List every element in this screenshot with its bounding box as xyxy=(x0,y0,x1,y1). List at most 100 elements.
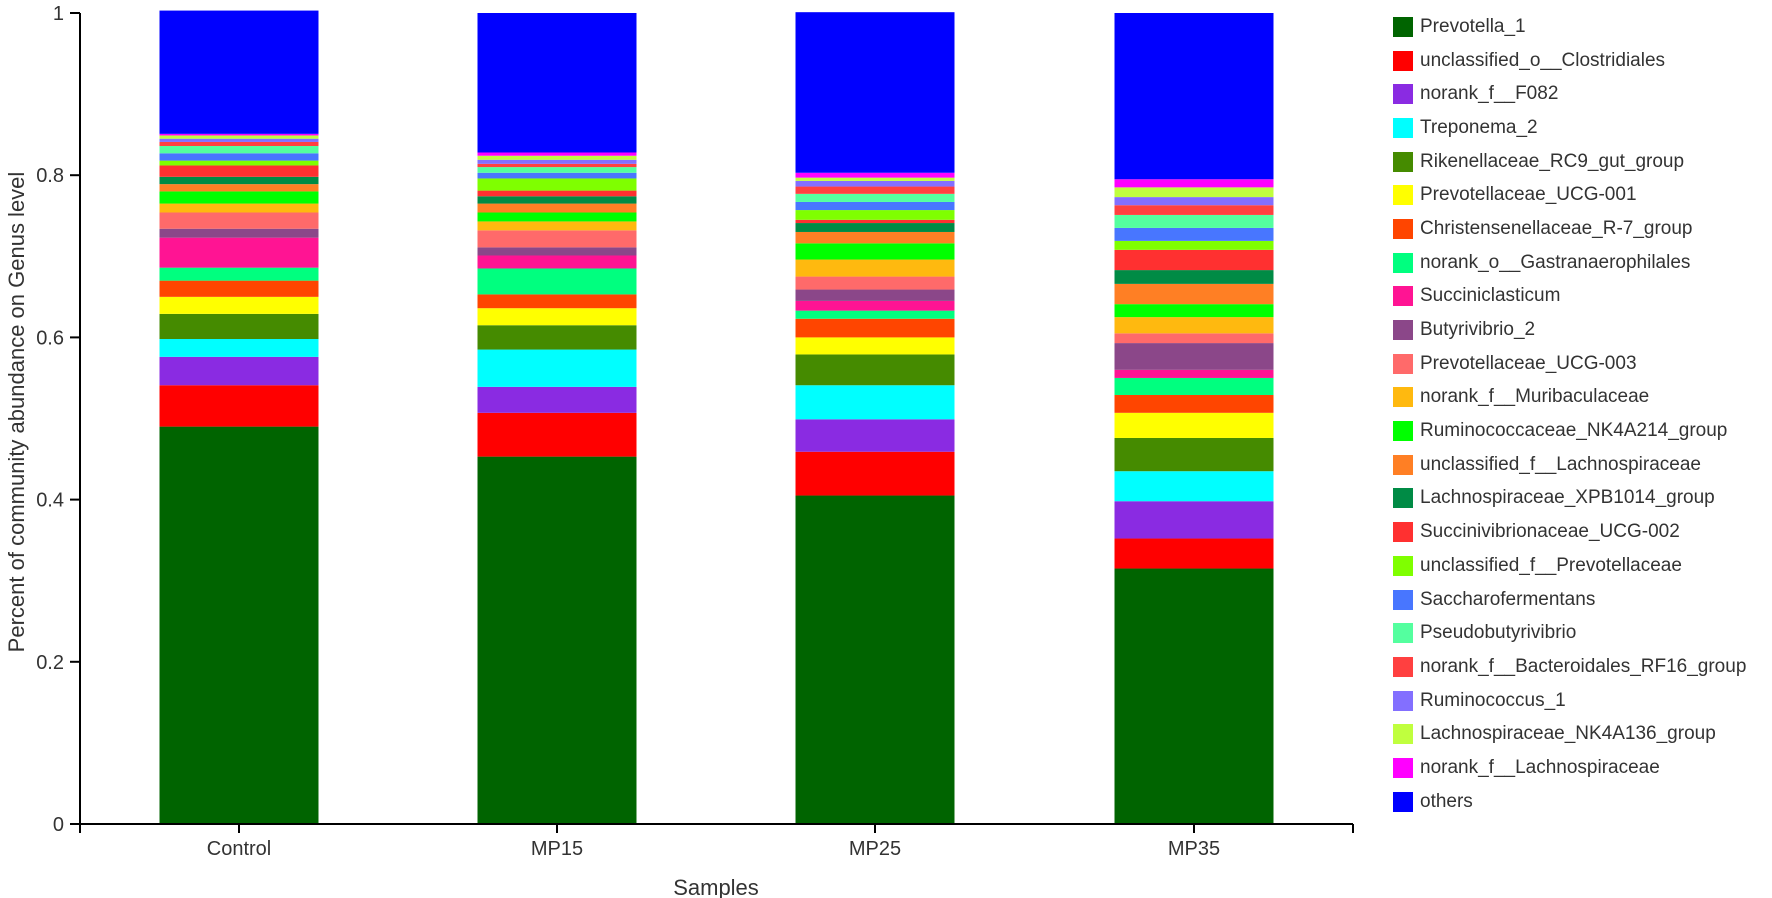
legend-item[interactable]: Butyrivibrio_2 xyxy=(1393,313,1746,347)
bar-segment[interactable] xyxy=(159,141,319,146)
bar-segment[interactable] xyxy=(477,13,637,153)
bar-segment[interactable] xyxy=(159,146,319,154)
bar-segment[interactable] xyxy=(477,294,637,309)
bar-segment[interactable] xyxy=(159,138,319,142)
bar-segment[interactable] xyxy=(1114,471,1274,502)
legend-item[interactable]: Succinivibrionaceae_UCG-002 xyxy=(1393,515,1746,549)
legend-item[interactable]: norank_f__Bacteroidales_RF16_group xyxy=(1393,650,1746,684)
legend-item[interactable]: norank_o__Gastranaerophilales xyxy=(1393,246,1746,280)
bar-segment[interactable] xyxy=(159,176,319,185)
bar-segment[interactable] xyxy=(477,167,637,173)
legend-item[interactable]: Ruminococcaceae_NK4A214_group xyxy=(1393,414,1746,448)
bar-segment[interactable] xyxy=(159,426,319,824)
bar-segment[interactable] xyxy=(795,259,955,277)
bar-segment[interactable] xyxy=(1114,317,1274,334)
bar-segment[interactable] xyxy=(1114,187,1274,198)
bar-segment[interactable] xyxy=(1114,568,1274,824)
bar-segment[interactable] xyxy=(1114,283,1274,305)
bar-segment[interactable] xyxy=(477,178,637,191)
bar-segment[interactable] xyxy=(1114,333,1274,344)
bar-segment[interactable] xyxy=(159,184,319,192)
legend-item[interactable]: unclassified_o__Clostridiales xyxy=(1393,44,1746,78)
legend-item[interactable]: unclassified_f__Lachnospiraceae xyxy=(1393,448,1746,482)
legend-item[interactable]: Pseudobutyrivibrio xyxy=(1393,616,1746,650)
bar-segment[interactable] xyxy=(159,135,319,139)
bar-segment[interactable] xyxy=(795,354,955,386)
legend-item[interactable]: Lachnospiraceae_NK4A136_group xyxy=(1393,717,1746,751)
bar-segment[interactable] xyxy=(159,313,319,340)
legend-item[interactable]: Saccharofermentans xyxy=(1393,583,1746,617)
bar-segment[interactable] xyxy=(159,339,319,357)
bar-segment[interactable] xyxy=(477,456,637,824)
bar-segment[interactable] xyxy=(795,289,955,301)
bar-segment[interactable] xyxy=(1114,538,1274,569)
bar-segment[interactable] xyxy=(477,247,637,256)
bar-segment[interactable] xyxy=(477,196,637,204)
bar-segment[interactable] xyxy=(795,300,955,311)
bar-segment[interactable] xyxy=(795,180,955,187)
bar-segment[interactable] xyxy=(1114,240,1274,250)
bar-segment[interactable] xyxy=(477,230,637,248)
bar-segment[interactable] xyxy=(795,219,955,224)
bar-segment[interactable] xyxy=(795,451,955,496)
bar-segment[interactable] xyxy=(795,177,955,181)
bar-segment[interactable] xyxy=(477,212,637,222)
bar-segment[interactable] xyxy=(1114,304,1274,318)
bar-segment[interactable] xyxy=(1114,179,1274,188)
bar-segment[interactable] xyxy=(477,203,637,213)
bar-segment[interactable] xyxy=(795,172,955,178)
bar-segment[interactable] xyxy=(795,495,955,824)
bar-segment[interactable] xyxy=(1114,205,1274,215)
legend-item[interactable]: Lachnospiraceae_XPB1014_group xyxy=(1393,482,1746,516)
bar-mp15[interactable] xyxy=(477,13,637,824)
bar-segment[interactable] xyxy=(1114,369,1274,378)
bar-segment[interactable] xyxy=(795,276,955,290)
legend-item[interactable]: Succiniclasticum xyxy=(1393,280,1746,314)
bar-segment[interactable] xyxy=(795,223,955,232)
bar-control[interactable] xyxy=(159,10,319,824)
bar-segment[interactable] xyxy=(795,310,955,319)
bar-segment[interactable] xyxy=(159,228,319,238)
bar-segment[interactable] xyxy=(159,133,319,136)
bar-segment[interactable] xyxy=(795,12,955,173)
bar-segment[interactable] xyxy=(795,318,955,338)
bar-segment[interactable] xyxy=(1114,394,1274,413)
bar-segment[interactable] xyxy=(1114,343,1274,370)
bar-segment[interactable] xyxy=(795,193,955,202)
bar-segment[interactable] xyxy=(159,203,319,213)
bar-segment[interactable] xyxy=(477,308,637,326)
bar-segment[interactable] xyxy=(159,160,319,166)
bar-segment[interactable] xyxy=(477,163,637,168)
bar-segment[interactable] xyxy=(159,237,319,268)
legend-item[interactable]: others xyxy=(1393,785,1746,819)
bar-segment[interactable] xyxy=(1114,249,1274,271)
legend-item[interactable]: unclassified_f__Prevotellaceae xyxy=(1393,549,1746,583)
bar-segment[interactable] xyxy=(477,386,637,413)
bar-segment[interactable] xyxy=(1114,437,1274,472)
bar-segment[interactable] xyxy=(1114,227,1274,241)
bar-segment[interactable] xyxy=(159,165,319,177)
bar-segment[interactable] xyxy=(795,243,955,260)
bar-segment[interactable] xyxy=(1114,197,1274,206)
legend-item[interactable]: Rikenellaceae_RC9_gut_group xyxy=(1393,145,1746,179)
legend-item[interactable]: norank_f__Lachnospiraceae xyxy=(1393,751,1746,785)
bar-segment[interactable] xyxy=(1114,13,1274,180)
legend-item[interactable]: Treponema_2 xyxy=(1393,111,1746,145)
bar-segment[interactable] xyxy=(159,356,319,386)
bar-segment[interactable] xyxy=(477,155,637,160)
legend-item[interactable]: Prevotellaceae_UCG-003 xyxy=(1393,347,1746,381)
bar-segment[interactable] xyxy=(159,267,319,281)
bar-segment[interactable] xyxy=(477,221,637,231)
bar-segment[interactable] xyxy=(477,268,637,295)
bar-segment[interactable] xyxy=(1114,270,1274,284)
bar-segment[interactable] xyxy=(795,210,955,220)
legend-item[interactable]: Prevotella_1 xyxy=(1393,10,1746,44)
bar-segment[interactable] xyxy=(1114,377,1274,395)
legend-item[interactable]: norank_f__Muribaculaceae xyxy=(1393,381,1746,415)
bar-segment[interactable] xyxy=(477,412,637,457)
legend-item[interactable]: Prevotellaceae_UCG-001 xyxy=(1393,178,1746,212)
bar-segment[interactable] xyxy=(477,190,637,197)
legend-item[interactable]: Ruminococcus_1 xyxy=(1393,684,1746,718)
bar-segment[interactable] xyxy=(477,159,637,164)
legend-item[interactable]: norank_f__F082 xyxy=(1393,77,1746,111)
